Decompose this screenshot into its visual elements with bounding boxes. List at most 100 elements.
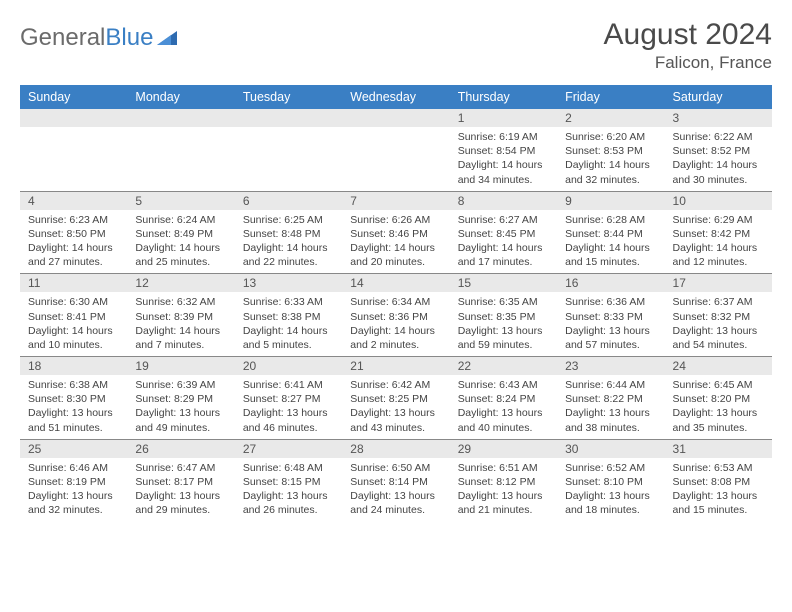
sunrise-line: Sunrise: 6:28 AM [565,213,656,227]
sunrise-line: Sunrise: 6:37 AM [673,295,764,309]
daylight-line: Daylight: 13 hours and 35 minutes. [673,406,764,434]
day-number-cell: 28 [342,439,449,458]
week-number-row: 11121314151617 [20,274,772,293]
daylight-line: Daylight: 14 hours and 25 minutes. [135,241,226,269]
daylight-line: Daylight: 14 hours and 17 minutes. [458,241,549,269]
day-number-cell: 23 [557,357,664,376]
sunset-line: Sunset: 8:42 PM [673,227,764,241]
daylight-line: Daylight: 13 hours and 21 minutes. [458,489,549,517]
day-number-cell: 20 [235,357,342,376]
day-number-cell: 26 [127,439,234,458]
sunrise-line: Sunrise: 6:27 AM [458,213,549,227]
day-content-cell: Sunrise: 6:51 AMSunset: 8:12 PMDaylight:… [450,458,557,522]
daylight-line: Daylight: 13 hours and 40 minutes. [458,406,549,434]
day-number-cell [342,109,449,127]
day-content-cell [235,127,342,191]
sunset-line: Sunset: 8:10 PM [565,475,656,489]
day-content-cell: Sunrise: 6:46 AMSunset: 8:19 PMDaylight:… [20,458,127,522]
day-content-cell: Sunrise: 6:26 AMSunset: 8:46 PMDaylight:… [342,210,449,274]
sunrise-line: Sunrise: 6:20 AM [565,130,656,144]
day-number-cell: 5 [127,191,234,210]
day-number-cell: 14 [342,274,449,293]
day-number-cell: 9 [557,191,664,210]
day-number-cell: 19 [127,357,234,376]
sunrise-line: Sunrise: 6:50 AM [350,461,441,475]
day-content-cell [342,127,449,191]
page-subtitle: Falicon, France [604,53,772,73]
sunset-line: Sunset: 8:22 PM [565,392,656,406]
week-content-row: Sunrise: 6:46 AMSunset: 8:19 PMDaylight:… [20,458,772,522]
daylight-line: Daylight: 13 hours and 59 minutes. [458,324,549,352]
day-header: Wednesday [342,85,449,109]
week-number-row: 18192021222324 [20,357,772,376]
day-header: Tuesday [235,85,342,109]
sunrise-line: Sunrise: 6:53 AM [673,461,764,475]
day-content-cell: Sunrise: 6:43 AMSunset: 8:24 PMDaylight:… [450,375,557,439]
brand-part2: Blue [105,24,153,52]
sunrise-line: Sunrise: 6:48 AM [243,461,334,475]
sunset-line: Sunset: 8:29 PM [135,392,226,406]
sunrise-line: Sunrise: 6:33 AM [243,295,334,309]
week-content-row: Sunrise: 6:38 AMSunset: 8:30 PMDaylight:… [20,375,772,439]
day-header: Friday [557,85,664,109]
sunrise-line: Sunrise: 6:23 AM [28,213,119,227]
sunrise-line: Sunrise: 6:39 AM [135,378,226,392]
daylight-line: Daylight: 13 hours and 15 minutes. [673,489,764,517]
sunset-line: Sunset: 8:38 PM [243,310,334,324]
day-number-cell: 3 [665,109,772,127]
sunset-line: Sunset: 8:08 PM [673,475,764,489]
day-number-cell: 30 [557,439,664,458]
day-number-cell: 7 [342,191,449,210]
sunset-line: Sunset: 8:17 PM [135,475,226,489]
week-number-row: 123 [20,109,772,127]
day-number-cell: 22 [450,357,557,376]
day-number-cell: 10 [665,191,772,210]
sunset-line: Sunset: 8:12 PM [458,475,549,489]
day-content-cell: Sunrise: 6:44 AMSunset: 8:22 PMDaylight:… [557,375,664,439]
day-content-cell: Sunrise: 6:38 AMSunset: 8:30 PMDaylight:… [20,375,127,439]
day-content-cell: Sunrise: 6:41 AMSunset: 8:27 PMDaylight:… [235,375,342,439]
day-content-cell: Sunrise: 6:23 AMSunset: 8:50 PMDaylight:… [20,210,127,274]
day-number-cell: 16 [557,274,664,293]
daylight-line: Daylight: 13 hours and 43 minutes. [350,406,441,434]
day-number-cell: 11 [20,274,127,293]
sunrise-line: Sunrise: 6:42 AM [350,378,441,392]
sunrise-line: Sunrise: 6:36 AM [565,295,656,309]
sunset-line: Sunset: 8:15 PM [243,475,334,489]
daylight-line: Daylight: 13 hours and 57 minutes. [565,324,656,352]
day-number-cell: 13 [235,274,342,293]
sunset-line: Sunset: 8:14 PM [350,475,441,489]
day-content-cell: Sunrise: 6:42 AMSunset: 8:25 PMDaylight:… [342,375,449,439]
day-number-cell [20,109,127,127]
day-content-cell: Sunrise: 6:19 AMSunset: 8:54 PMDaylight:… [450,127,557,191]
sunset-line: Sunset: 8:35 PM [458,310,549,324]
sunset-line: Sunset: 8:25 PM [350,392,441,406]
day-content-cell: Sunrise: 6:22 AMSunset: 8:52 PMDaylight:… [665,127,772,191]
sunrise-line: Sunrise: 6:32 AM [135,295,226,309]
sunrise-line: Sunrise: 6:52 AM [565,461,656,475]
day-content-cell: Sunrise: 6:37 AMSunset: 8:32 PMDaylight:… [665,292,772,356]
daylight-line: Daylight: 13 hours and 46 minutes. [243,406,334,434]
sunrise-line: Sunrise: 6:35 AM [458,295,549,309]
daylight-line: Daylight: 14 hours and 2 minutes. [350,324,441,352]
daylight-line: Daylight: 14 hours and 22 minutes. [243,241,334,269]
week-content-row: Sunrise: 6:30 AMSunset: 8:41 PMDaylight:… [20,292,772,356]
sunset-line: Sunset: 8:49 PM [135,227,226,241]
day-content-cell: Sunrise: 6:53 AMSunset: 8:08 PMDaylight:… [665,458,772,522]
daylight-line: Daylight: 13 hours and 29 minutes. [135,489,226,517]
sunset-line: Sunset: 8:54 PM [458,144,549,158]
day-content-cell [20,127,127,191]
sunrise-line: Sunrise: 6:30 AM [28,295,119,309]
day-number-cell: 1 [450,109,557,127]
daylight-line: Daylight: 13 hours and 51 minutes. [28,406,119,434]
sunset-line: Sunset: 8:27 PM [243,392,334,406]
brand-part1: General [20,24,105,52]
sunset-line: Sunset: 8:19 PM [28,475,119,489]
sunrise-line: Sunrise: 6:19 AM [458,130,549,144]
sunset-line: Sunset: 8:50 PM [28,227,119,241]
day-number-cell: 12 [127,274,234,293]
flag-icon [157,29,179,47]
sunset-line: Sunset: 8:48 PM [243,227,334,241]
day-number-cell: 2 [557,109,664,127]
day-content-cell: Sunrise: 6:35 AMSunset: 8:35 PMDaylight:… [450,292,557,356]
